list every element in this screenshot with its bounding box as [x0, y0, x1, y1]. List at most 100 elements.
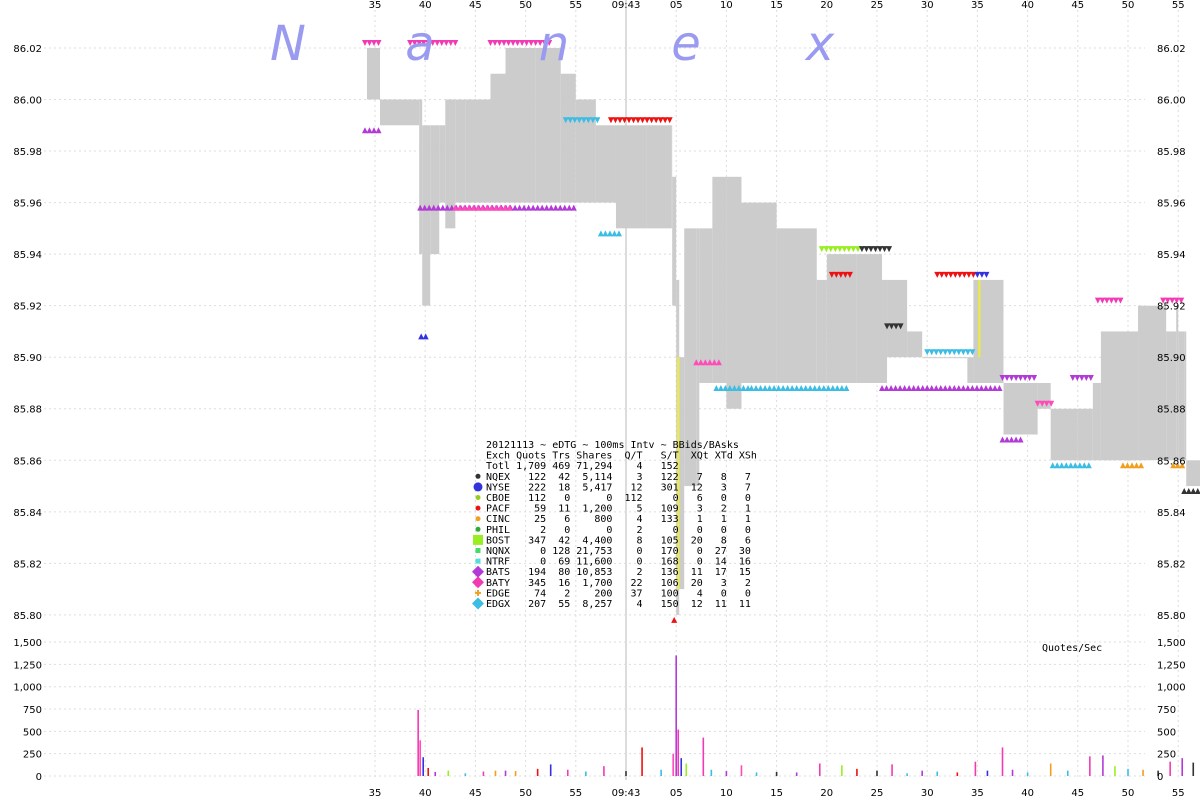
- quote-marker: [1138, 462, 1145, 469]
- band-segment: [560, 73, 576, 203]
- quote-marker: [1004, 374, 1011, 381]
- legend-row: BATS 194 80 10,853 2 136 11 17 15: [486, 567, 751, 578]
- quote-marker: [1008, 374, 1015, 381]
- price-tick-label-left: 85.96: [13, 199, 42, 210]
- volume-bar: [818, 763, 821, 776]
- quote-marker: [928, 349, 935, 356]
- quote-marker: [1160, 297, 1167, 304]
- band-segment: [684, 228, 697, 487]
- price-tick-label-right: 85.98: [1157, 147, 1186, 158]
- quote-marker: [1078, 374, 1085, 381]
- quote-marker: [952, 271, 959, 278]
- quote-marker: [867, 246, 874, 253]
- volume-bar: [1049, 763, 1052, 776]
- quote-marker: [937, 349, 944, 356]
- quote-marker: [946, 384, 953, 391]
- quote-marker: [924, 349, 931, 356]
- quote-marker: [943, 271, 950, 278]
- quote-marker: [492, 204, 499, 211]
- volume-bar: [755, 772, 758, 776]
- quote-marker: [706, 359, 713, 366]
- time-tick-label-top: 50: [1122, 0, 1135, 11]
- quote-marker: [607, 117, 614, 124]
- quote-marker: [715, 359, 722, 366]
- time-tick-label-bottom: 09:43: [612, 788, 641, 799]
- volume-bar: [464, 773, 467, 776]
- volume-bar: [795, 772, 798, 776]
- band-segment: [646, 125, 672, 229]
- band-segment: [887, 279, 908, 358]
- quote-marker: [886, 246, 893, 253]
- quote-marker: [1112, 297, 1119, 304]
- quote-marker: [361, 127, 368, 134]
- quote-marker: [832, 246, 839, 253]
- quote-marker: [938, 271, 945, 278]
- time-tick-label-bottom: 45: [1071, 788, 1084, 799]
- volume-bar: [504, 770, 507, 776]
- volume-bar: [974, 761, 977, 776]
- quote-marker: [924, 384, 931, 391]
- legend-marker-square: [473, 534, 483, 545]
- quote-marker: [506, 204, 513, 211]
- time-tick-label-top: 20: [820, 0, 833, 11]
- legend-row: PHIL 2 0 0 2 0 0 0 0: [486, 525, 751, 536]
- quote-marker: [828, 271, 835, 278]
- quote-marker: [1026, 374, 1033, 381]
- time-tick-label-bottom: 55: [1172, 788, 1185, 799]
- band-segment: [726, 176, 742, 409]
- volume-bar: [585, 771, 587, 776]
- volume-bar: [906, 773, 908, 776]
- band-segment: [1178, 331, 1185, 461]
- legend-row: PACF 59 11 1,200 5 109 3 2 1: [486, 504, 751, 515]
- volume-tick-label-left: 1,250: [13, 660, 42, 671]
- quote-marker: [1058, 462, 1065, 469]
- band-segment: [671, 125, 673, 229]
- quote-marker: [978, 384, 985, 391]
- quote-marker: [991, 384, 998, 391]
- quote-marker: [1017, 374, 1024, 381]
- quote-marker: [1031, 374, 1038, 381]
- quote-marker: [789, 384, 796, 391]
- band-segment: [455, 99, 466, 203]
- quote-marker: [512, 204, 519, 211]
- volume-bar: [685, 763, 688, 776]
- quote-marker: [474, 204, 481, 211]
- quote-marker: [1117, 297, 1124, 304]
- volume-bar: [1181, 758, 1184, 776]
- quote-marker: [955, 349, 962, 356]
- quote-marker: [539, 204, 546, 211]
- time-tick-label-bottom: 40: [419, 788, 432, 799]
- quote-marker: [597, 230, 604, 237]
- quote-marker: [1133, 462, 1140, 469]
- band-segment: [380, 99, 420, 126]
- band-segment: [1003, 382, 1038, 435]
- quote-marker: [711, 359, 718, 366]
- quote-marker: [626, 117, 633, 124]
- quote-marker: [762, 384, 769, 391]
- quote-marker: [1190, 488, 1197, 495]
- legend-row: BATY 345 16 1,700 22 106 20 3 2: [486, 578, 751, 589]
- band-segment: [535, 47, 561, 203]
- quote-marker: [375, 127, 382, 134]
- quote-marker: [842, 271, 849, 278]
- band-segment: [1186, 460, 1200, 487]
- volume-tick-label-right: 500: [1157, 727, 1176, 738]
- band-segment: [1166, 331, 1177, 461]
- time-tick-label-top: 40: [419, 0, 432, 11]
- quote-marker: [901, 384, 908, 391]
- volume-bar: [702, 737, 705, 776]
- quote-marker: [532, 39, 539, 46]
- legend-marker-dot: [475, 473, 481, 479]
- quote-marker: [523, 39, 530, 46]
- legend-marker-dot: [475, 526, 481, 532]
- quote-marker: [919, 384, 926, 391]
- volume-bar: [660, 769, 662, 776]
- quote-marker: [1087, 374, 1094, 381]
- quote-marker: [1174, 462, 1181, 469]
- quote-marker: [479, 204, 486, 211]
- quote-marker: [1004, 436, 1011, 443]
- volume-bar: [1142, 769, 1144, 776]
- quote-marker: [501, 39, 508, 46]
- price-tick-label-right: 85.92: [1157, 302, 1186, 313]
- quote-marker: [488, 204, 495, 211]
